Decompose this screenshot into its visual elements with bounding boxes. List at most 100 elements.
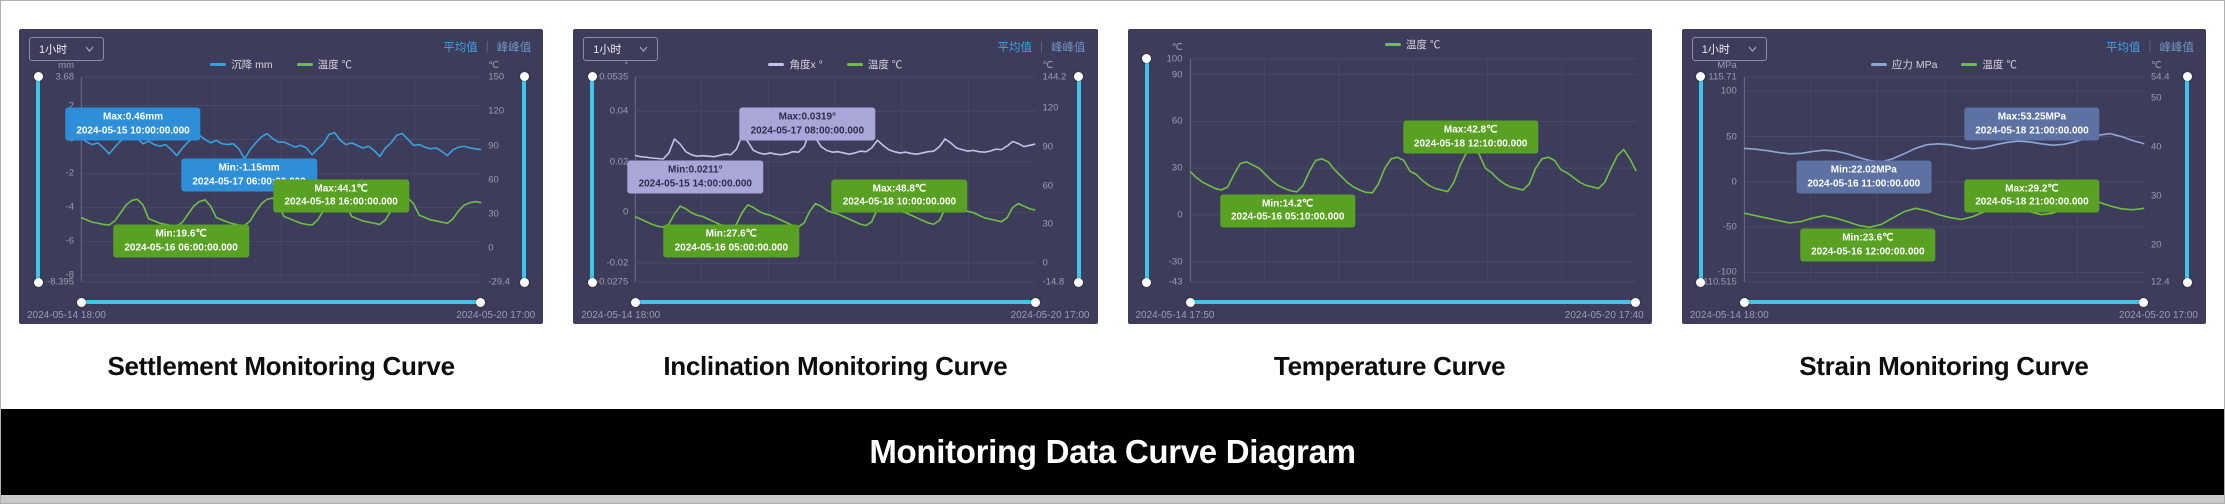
- plot-area[interactable]: mm℃3.6820-2-4-6-8-8.3951501209060300-29.…: [47, 60, 510, 288]
- slider-handle[interactable]: [476, 297, 486, 307]
- legend-dash-icon: [1384, 43, 1401, 46]
- max-tooltip: Max:0.0319° 2024-05-17 08:00:00.000: [739, 107, 876, 141]
- h-zoom-slider[interactable]: [631, 297, 1040, 307]
- h-zoom-slider[interactable]: [77, 297, 486, 307]
- slider-handle[interactable]: [2182, 278, 2192, 287]
- slider-handle[interactable]: [631, 297, 641, 307]
- slider-handle[interactable]: [2182, 72, 2192, 81]
- slider-handle[interactable]: [1696, 72, 1706, 81]
- tooltip-timestamp: 2024-05-16 05:00:00.000: [674, 242, 789, 253]
- legend-item[interactable]: 温度 ℃: [1384, 37, 1440, 52]
- v-zoom-slider-right[interactable]: [519, 72, 529, 287]
- tooltip-value: Max:44.1℃: [314, 183, 368, 195]
- interval-dropdown[interactable]: 1小时: [583, 37, 659, 61]
- legend-item[interactable]: 应力 MPa: [1870, 57, 1937, 72]
- slider-handle[interactable]: [77, 297, 86, 307]
- plot-area[interactable]: ° ℃ 0.0535 0.04 0.02 0 -0.02 -0.0275 144.2 120 90 6…: [596, 60, 1066, 288]
- slider-handle[interactable]: [519, 278, 529, 287]
- slider-handle[interactable]: [33, 278, 43, 287]
- titles-row: Settlement Monitoring Curve Inclination M…: [1, 324, 2224, 409]
- left-axis-tick: 2: [68, 100, 74, 112]
- slider-handle[interactable]: [587, 278, 597, 287]
- average-link[interactable]: 平均值: [443, 42, 478, 54]
- x-end-label: 2024-05-20 17:00: [2119, 310, 2198, 321]
- panel-title: Inclination Monitoring Curve: [663, 351, 1008, 381]
- slider-handle[interactable]: [1185, 297, 1195, 307]
- slider-handle[interactable]: [33, 72, 43, 81]
- interval-dropdown[interactable]: 1小时: [29, 37, 105, 61]
- average-link[interactable]: 平均值: [997, 42, 1033, 54]
- max-tooltip: Max:0.46mm 2024-05-15 10:00:00.000: [65, 107, 201, 141]
- header-links: 平均值 | 峰峰值: [998, 39, 1086, 55]
- left-axis-tick: -0.02: [606, 257, 629, 269]
- slider-handle[interactable]: [1030, 297, 1040, 307]
- slider-handle[interactable]: [1696, 278, 1706, 287]
- chart-panel-2: 1小时 平均值 | 峰峰值 ° ℃ 0.0535 0.04 0.02 0 -0.02 -0.0275 1…: [573, 29, 1098, 324]
- legend-item[interactable]: 温度 ℃: [1961, 57, 2017, 72]
- legend-item[interactable]: 温度 ℃: [846, 57, 902, 72]
- x-axis-labels: 2024-05-14 18:00 2024-05-20 17:00: [581, 310, 1089, 321]
- average-link[interactable]: 平均值: [2106, 42, 2141, 54]
- left-axis-tick: 0.0535: [599, 71, 629, 83]
- tooltip-timestamp: 2024-05-17 08:00:00.000: [750, 125, 865, 137]
- chart-panel-1: 1小时 平均值 | 峰峰值 mm ℃ 3.68 2 0 -2 -4 -6 -8-8.395 150 120 9…: [19, 29, 544, 324]
- x-end-label: 2024-05-20 17:00: [1010, 310, 1090, 321]
- left-axis-tick: -2: [65, 167, 74, 179]
- panel-title: Settlement Monitoring Curve: [107, 351, 455, 381]
- right-axis-tick: 60: [488, 174, 499, 186]
- slider-handle[interactable]: [1739, 297, 1749, 307]
- peak-to-peak-link[interactable]: 峰峰值: [496, 42, 532, 54]
- right-axis-tick: 0: [1042, 257, 1048, 269]
- right-axis-tick: 60: [1042, 180, 1054, 192]
- interval-value: 1小时: [593, 44, 622, 56]
- plot-area[interactable]: MPa ℃ 115.71 100 50 0 -50 -100 -110.515 54.4 50 40 3…: [1700, 60, 2170, 288]
- slider-handle[interactable]: [2139, 297, 2148, 307]
- interval-dropdown[interactable]: 1小时: [1691, 37, 1767, 61]
- v-zoom-slider-left[interactable]: [1142, 54, 1151, 287]
- v-zoom-slider-right[interactable]: [2182, 72, 2192, 287]
- right-axis-tick: 150: [488, 71, 505, 83]
- chart-panel-4: 1小时 平均值 | 峰峰值 MPa ℃ 115.71 100 50 0 -50 -100 -110.51…: [1681, 29, 2206, 324]
- x-end-label: 2024-05-20 17:40: [1564, 310, 1644, 321]
- slider-handle[interactable]: [1074, 72, 1083, 81]
- left-axis-unit: °: [624, 60, 629, 71]
- header-links: 平均值 | 峰峰值: [443, 39, 531, 55]
- legend-label: 沉降 mm: [231, 59, 273, 71]
- h-zoom-slider[interactable]: [1185, 297, 1640, 307]
- slider-handle[interactable]: [1142, 278, 1151, 287]
- legend-item[interactable]: 角度x °: [768, 57, 823, 72]
- left-axis-tick: -4: [65, 201, 74, 213]
- slider-handle[interactable]: [519, 72, 529, 81]
- tooltip-timestamp: 2024-05-15 14:00:00.000: [638, 178, 752, 190]
- legend-item[interactable]: 沉降 mm: [210, 57, 273, 72]
- peak-to-peak-link[interactable]: 峰峰值: [1051, 42, 1086, 54]
- max-tooltip: Max:48.8℃ 2024-05-18 10:00:00.000: [831, 179, 968, 213]
- v-zoom-slider-left[interactable]: [33, 72, 43, 287]
- slider-handle[interactable]: [1630, 297, 1640, 307]
- peak-to-peak-link[interactable]: 峰峰值: [2159, 42, 2195, 54]
- header-links: 平均值 | 峰峰值: [2106, 39, 2194, 55]
- tooltip-value: Min:27.6℃: [705, 228, 757, 240]
- h-zoom-slider[interactable]: [1739, 297, 2148, 307]
- right-axis-unit: ℃: [488, 60, 499, 71]
- tooltip-timestamp: 2024-05-18 16:00:00.000: [284, 196, 398, 208]
- x-end-label: 2024-05-20 17:00: [456, 310, 536, 321]
- chevron-down-icon: [1748, 46, 1757, 52]
- v-zoom-slider-left[interactable]: [587, 72, 597, 287]
- v-zoom-slider-left[interactable]: [1696, 72, 1706, 287]
- left-axis-tick: -6: [65, 235, 74, 247]
- tooltip-value: Max:42.8℃: [1443, 124, 1498, 136]
- slider-handle[interactable]: [1074, 278, 1083, 287]
- slider-handle[interactable]: [1142, 54, 1151, 63]
- chart-panel-3: ℃ 100 90 60 30 0 -30 -43 Max:42.8℃ 2024-05-18 12:…: [1127, 29, 1652, 324]
- left-axis-tick: 100: [1166, 53, 1183, 65]
- legend-item[interactable]: 温度 ℃: [296, 57, 352, 72]
- max-tooltip: Max:44.1℃ 2024-05-18 16:00:00.000: [273, 179, 409, 213]
- v-zoom-slider-right[interactable]: [1074, 72, 1083, 287]
- legend-dash-icon: [1870, 63, 1887, 66]
- plot-area[interactable]: ℃ 100 90 60 30 0 -30 -43 Max:42.8℃ 2024-05-18 12:…: [1167, 42, 1636, 288]
- left-axis-tick: 60: [1171, 115, 1183, 127]
- right-axis-tick: 120: [488, 105, 505, 117]
- slider-handle[interactable]: [587, 72, 597, 81]
